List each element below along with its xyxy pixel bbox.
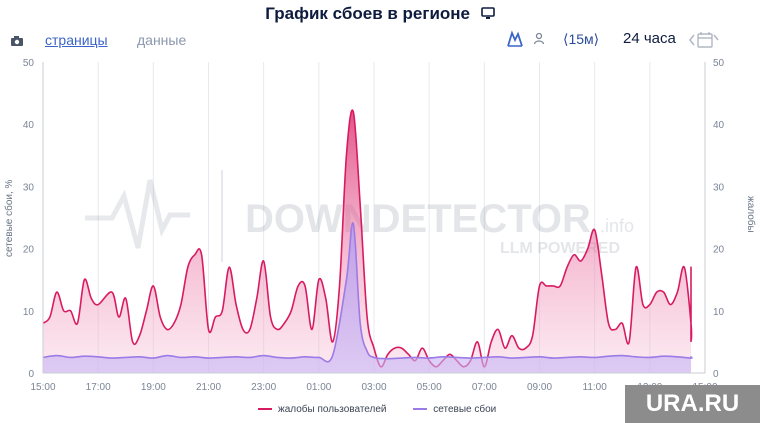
x-tick-label: 23:00 xyxy=(251,382,276,393)
y-tick-label-left: 20 xyxy=(23,245,35,256)
x-tick-label: 09:00 xyxy=(527,382,552,393)
ura-badge: URA.RU xyxy=(625,385,760,423)
y-tick-label-right: 40 xyxy=(713,120,725,131)
legend-label-outages: сетевые сбои xyxy=(433,404,497,415)
y-right-axis-label: жалобы xyxy=(745,196,757,233)
user-icon[interactable] xyxy=(533,32,545,50)
watermark-logo-icon xyxy=(85,179,190,249)
pages-link[interactable]: страницы xyxy=(45,32,108,48)
peaks-icon[interactable] xyxy=(506,30,524,53)
x-tick-label: 03:00 xyxy=(361,382,386,393)
x-tick-label: 11:00 xyxy=(583,382,608,393)
monitor-icon[interactable] xyxy=(480,5,495,25)
y-tick-label-right: 30 xyxy=(713,182,725,193)
chart-title: График сбоев в регионе xyxy=(0,4,760,25)
y-tick-label-right: 50 xyxy=(713,58,725,69)
x-tick-label: 19:00 xyxy=(141,382,166,393)
time-range-selector[interactable]: 24 часа xyxy=(623,30,676,47)
series-line-complaints xyxy=(42,109,693,368)
interval-selector[interactable]: ⟨15м⟩ xyxy=(563,31,600,47)
watermark-suffix: .info xyxy=(600,216,634,236)
camera-icon[interactable] xyxy=(10,34,24,52)
x-tick-label: 05:00 xyxy=(417,382,442,393)
watermark-brand: DOWNDETECTOR xyxy=(245,197,591,241)
x-tick-label: 17:00 xyxy=(86,382,111,393)
series-line-outages xyxy=(42,222,693,363)
watermark-tagline: LLM POWERED xyxy=(500,240,620,257)
y-tick-label-left: 40 xyxy=(23,120,35,131)
chart-toolbar: страницы данные ⟨15м⟩ 24 часа xyxy=(0,30,760,50)
chart-legend: жалобы пользователей сетевые сбои xyxy=(258,404,520,415)
y-tick-label-right: 10 xyxy=(713,307,725,318)
legend-item-outages[interactable]: сетевые сбои xyxy=(413,404,496,415)
x-tick-label: 07:00 xyxy=(472,382,497,393)
y-tick-label-left: 0 xyxy=(28,369,34,380)
y-tick-label-left: 50 xyxy=(23,58,35,69)
y-tick-label-right: 20 xyxy=(713,245,725,256)
chart-title-text: График сбоев в регионе xyxy=(265,4,471,23)
x-tick-label: 15:00 xyxy=(30,382,55,393)
data-link[interactable]: данные xyxy=(137,32,187,48)
series-area-complaints xyxy=(43,110,692,373)
x-tick-label: 21:00 xyxy=(196,382,221,393)
legend-item-complaints[interactable]: жалобы пользователей xyxy=(258,404,387,415)
y-tick-label-left: 10 xyxy=(23,307,35,318)
calendar-icon[interactable] xyxy=(689,31,719,54)
y-left-axis-label: сетевые сбои, % xyxy=(3,179,15,257)
x-tick-label: 01:00 xyxy=(306,382,331,393)
y-tick-label-left: 30 xyxy=(23,182,35,193)
y-tick-label-right: 0 xyxy=(713,369,719,380)
legend-label-complaints: жалобы пользователей xyxy=(278,404,387,415)
